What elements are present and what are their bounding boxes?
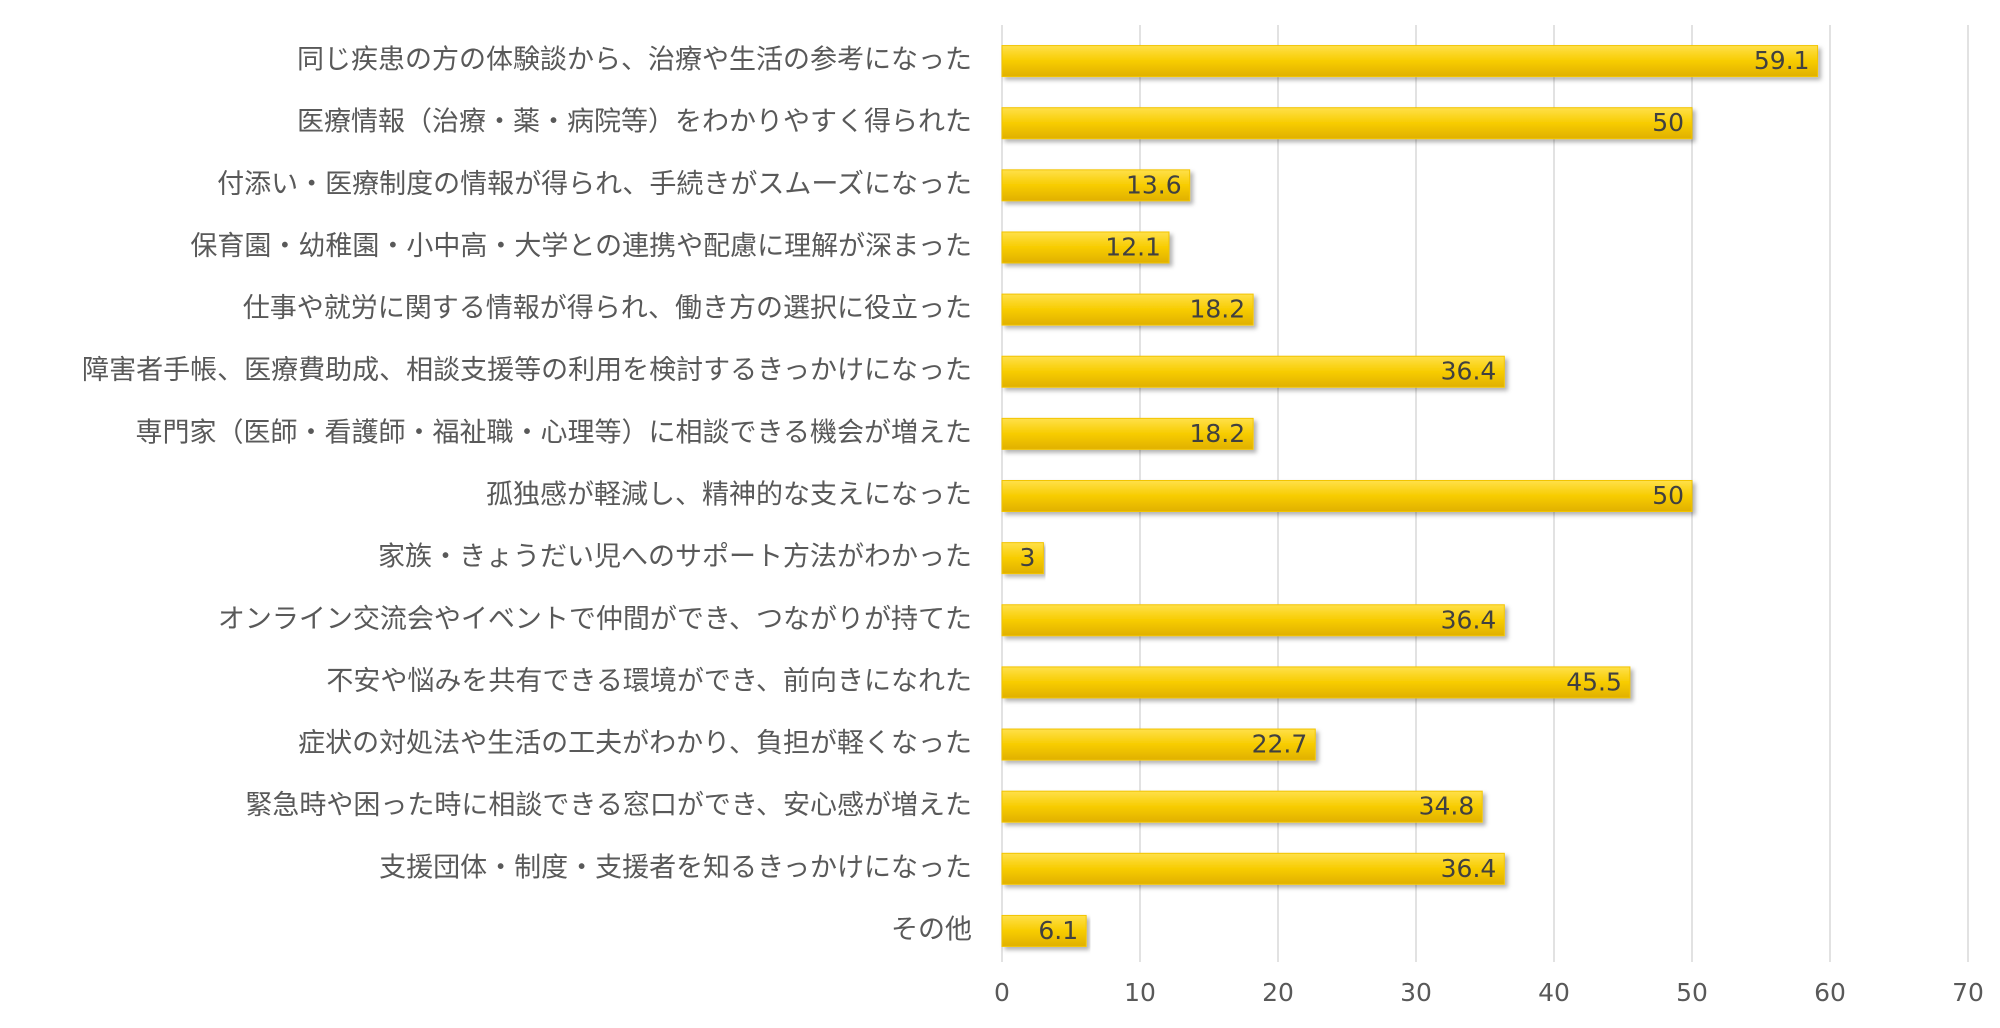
bar: [1001, 417, 1254, 450]
value-label: 13.6: [1126, 170, 1182, 199]
y-tick-label: 症状の対処法や生活の工夫がわかり、負担が軽くなった: [298, 728, 972, 759]
y-tick-label: オンライン交流会やイベントで仲間ができ、つながりが持てた: [218, 604, 972, 635]
value-label: 50: [1652, 481, 1684, 510]
x-tick-label: 60: [1814, 978, 1846, 1007]
value-label: 18.2: [1189, 419, 1245, 448]
bar: [1001, 914, 1087, 947]
y-tick-label: 保育園・幼稚園・小中高・大学との連携や配慮に理解が深まった: [190, 231, 972, 262]
y-tick-label: 専門家（医師・看護師・福祉職・心理等）に相談できる機会が増えた: [136, 417, 972, 448]
bar: [1001, 666, 1631, 699]
y-tick-label: 付添い・医療制度の情報が得られ、手続きがスムーズになった: [217, 169, 972, 200]
value-label: 59.1: [1754, 46, 1810, 75]
x-tick-label: 0: [994, 978, 1010, 1007]
y-tick-label: 家族・きょうだい児へのサポート方法がわかった: [378, 542, 972, 573]
bar: [1001, 604, 1505, 637]
bar: [1001, 790, 1483, 823]
x-tick-label: 30: [1400, 978, 1432, 1007]
y-tick-label: 仕事や就労に関する情報が得られ、働き方の選択に役立った: [243, 293, 972, 324]
y-tick-label: 緊急時や困った時に相談できる窓口ができ、安心感が増えた: [245, 790, 972, 821]
x-tick-label: 50: [1676, 978, 1708, 1007]
bar: [1001, 169, 1191, 202]
x-tick-label: 10: [1124, 978, 1156, 1007]
value-label: 36.4: [1441, 357, 1497, 386]
x-tick-label: 20: [1262, 978, 1294, 1007]
value-label: 22.7: [1252, 730, 1308, 759]
bar: [1001, 293, 1254, 326]
y-tick-label: 障害者手帳、医療費助成、相談支援等の利用を検討するきっかけになった: [82, 355, 972, 386]
bar: [1001, 45, 1819, 78]
y-tick-label: 孤独感が軽減し、精神的な支えになった: [486, 480, 972, 511]
bar: [1001, 355, 1505, 388]
value-label: 3: [1019, 543, 1035, 572]
x-tick-label: 40: [1538, 978, 1570, 1007]
value-label: 45.5: [1566, 667, 1622, 696]
value-label: 34.8: [1419, 792, 1475, 821]
y-tick-label: 同じ疾患の方の体験談から、治療や生活の参考になった: [297, 45, 972, 76]
y-tick-label: 支援団体・制度・支援者を知るきっかけになった: [379, 852, 972, 883]
x-tick-label: 70: [1952, 978, 1984, 1007]
bar: [1001, 542, 1044, 575]
bar: [1001, 480, 1693, 512]
value-label: 18.2: [1189, 295, 1245, 324]
value-label: 50: [1652, 108, 1684, 137]
value-label: 36.4: [1441, 605, 1497, 634]
value-label: 36.4: [1441, 854, 1497, 883]
y-tick-label: 不安や悩みを共有できる環境ができ、前向きになれた: [326, 666, 972, 697]
bar: [1001, 852, 1505, 885]
bar: [1001, 728, 1316, 761]
bar: [1001, 231, 1170, 264]
bar: [1001, 107, 1693, 140]
y-tick-label: 医療情報（治療・薬・病院等）をわかりやすく得られた: [297, 107, 972, 138]
value-label: 6.1: [1038, 916, 1078, 945]
value-label: 12.1: [1105, 232, 1161, 261]
y-tick-label: その他: [891, 914, 972, 945]
